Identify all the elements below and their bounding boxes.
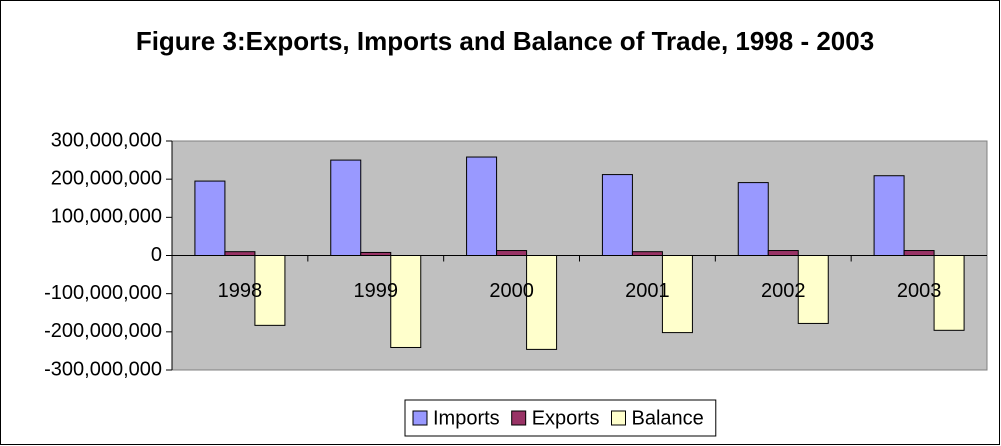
bar xyxy=(330,159,362,256)
legend-label: Imports xyxy=(433,407,500,429)
bar xyxy=(737,182,769,256)
x-tick-label: 2002 xyxy=(761,280,806,302)
bar xyxy=(903,250,935,256)
x-tick-label: 2001 xyxy=(625,280,670,302)
y-tick-label: -300,000,000 xyxy=(44,358,162,380)
bar xyxy=(496,250,528,256)
bar xyxy=(254,255,286,326)
y-tick-label: 100,000,000 xyxy=(51,206,162,228)
y-tick-label: -100,000,000 xyxy=(44,282,162,304)
x-tick-label: 2003 xyxy=(897,280,942,302)
bar xyxy=(194,180,226,256)
legend-label: Exports xyxy=(532,407,600,429)
bar xyxy=(224,251,256,257)
x-tick-label: 1998 xyxy=(218,280,263,302)
y-tick-label: 200,000,000 xyxy=(51,167,162,189)
legend-swatch xyxy=(511,410,527,426)
legend xyxy=(404,399,717,437)
bar xyxy=(390,255,422,348)
bar xyxy=(767,250,799,256)
legend-swatch xyxy=(412,410,428,426)
bar xyxy=(466,156,498,256)
legend-label: Balance xyxy=(632,407,704,429)
bar xyxy=(601,174,633,256)
y-tick-label: 300,000,000 xyxy=(51,129,162,151)
y-tick-label: -200,000,000 xyxy=(44,320,162,342)
bar xyxy=(933,255,965,331)
bar xyxy=(797,255,829,324)
x-tick-label: 2000 xyxy=(489,280,534,302)
bar xyxy=(526,255,558,350)
bar xyxy=(873,175,905,257)
y-tick-label: 0 xyxy=(151,244,162,266)
bar xyxy=(631,251,663,257)
x-tick-label: 1999 xyxy=(354,280,399,302)
bar xyxy=(661,255,693,334)
chart-title: Figure 3:Exports, Imports and Balance of… xyxy=(135,26,875,56)
legend-swatch xyxy=(611,410,626,426)
